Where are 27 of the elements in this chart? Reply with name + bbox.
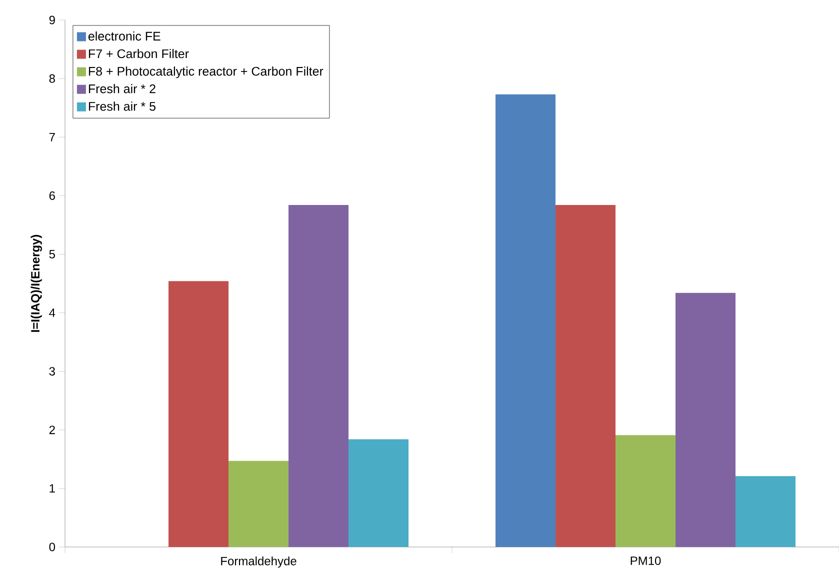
bar bbox=[676, 292, 736, 547]
bar bbox=[496, 94, 556, 547]
x-tick-label: PM10 bbox=[630, 556, 661, 566]
legend-label: F8 + Photocatalytic reactor + Carbon Filter bbox=[88, 66, 324, 78]
y-tick-label: 0 bbox=[49, 542, 56, 552]
bar bbox=[288, 205, 349, 547]
y-tick-label: 2 bbox=[49, 426, 55, 434]
y-tick-label: 9 bbox=[49, 16, 55, 24]
bar bbox=[228, 460, 289, 547]
bar bbox=[168, 281, 229, 547]
y-tick-label: 3 bbox=[49, 367, 55, 376]
legend-label: F7 + Carbon Filter bbox=[88, 48, 189, 58]
bar bbox=[736, 476, 796, 547]
bar bbox=[556, 205, 616, 547]
y-tick-label: 7 bbox=[49, 132, 55, 142]
legend-label: Fresh air * 2 bbox=[88, 84, 156, 94]
bar bbox=[348, 439, 409, 547]
y-tick-label: 4 bbox=[49, 308, 56, 317]
legend-label: electronic FE bbox=[88, 31, 160, 41]
y-tick-label: 5 bbox=[49, 250, 55, 258]
bar bbox=[616, 435, 676, 547]
y-tick-label: 6 bbox=[49, 191, 55, 200]
y-tick-label: 8 bbox=[49, 74, 55, 83]
x-tick-label: Formaldehyde bbox=[221, 556, 296, 568]
y-axis-title: I=I(IAQ)/I(Energy) bbox=[30, 234, 42, 332]
y-tick-label: 1 bbox=[50, 484, 55, 493]
legend-label: Fresh air * 5 bbox=[88, 102, 156, 111]
